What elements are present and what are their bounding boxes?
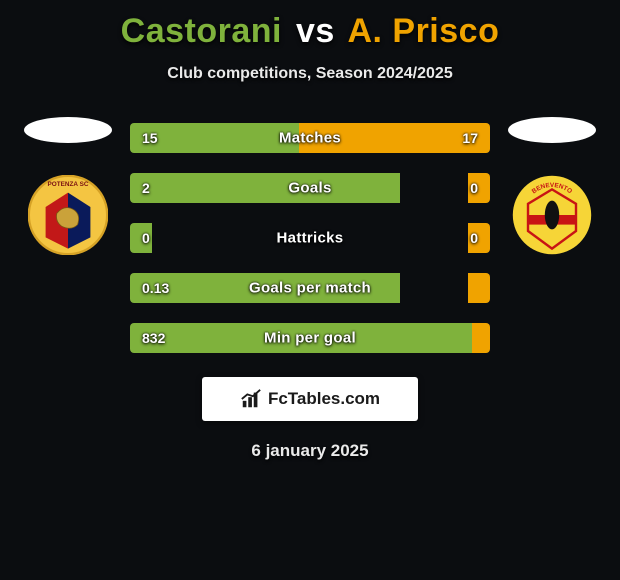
player2-column: BENEVENTO bbox=[502, 111, 602, 255]
main-row: POTENZA SC 15Matches172Goals00Hattricks0… bbox=[0, 111, 620, 353]
player2-name: A. Prisco bbox=[347, 12, 499, 50]
crest2-svg: BENEVENTO bbox=[512, 175, 592, 255]
date-label: 6 january 2025 bbox=[0, 441, 620, 461]
page-title: Castorani vs A. Prisco bbox=[0, 12, 620, 51]
vs-label: vs bbox=[296, 12, 335, 50]
stat-value-left: 2 bbox=[142, 180, 150, 196]
brand-text: FcTables.com bbox=[268, 389, 380, 409]
stat-value-right: 0 bbox=[470, 180, 478, 196]
crest1-svg: POTENZA SC bbox=[28, 175, 108, 255]
player1-club-crest: POTENZA SC bbox=[28, 175, 108, 255]
svg-text:POTENZA SC: POTENZA SC bbox=[48, 181, 89, 188]
stat-value-left: 0 bbox=[142, 230, 150, 246]
stat-name: Hattricks bbox=[277, 230, 344, 247]
crest2-figure-icon bbox=[545, 201, 559, 230]
stat-bars: 15 Matches 17 2 Goals 0 0 Hattricks 0 0.13 Goals p… bbox=[130, 123, 490, 353]
stat-row: 0.13 Goals per match bbox=[130, 273, 490, 303]
stat-name: Goals bbox=[288, 180, 331, 197]
stat-value-left: 832 bbox=[142, 330, 165, 346]
stat-value-right: 0 bbox=[470, 230, 478, 246]
stat-fill-left bbox=[130, 173, 400, 203]
stat-name: Min per goal bbox=[264, 330, 356, 347]
comparison-card: Castorani vs A. Prisco Club competitions… bbox=[0, 0, 620, 461]
stat-fill-right bbox=[468, 273, 490, 303]
player1-name: Castorani bbox=[121, 12, 282, 50]
crest1-lion-icon bbox=[56, 208, 78, 229]
stat-row: 832 Min per goal bbox=[130, 323, 490, 353]
stat-value-right: 17 bbox=[462, 130, 478, 146]
stat-row: 15 Matches 17 bbox=[130, 123, 490, 153]
player2-club-crest: BENEVENTO bbox=[512, 175, 592, 255]
stat-name: Goals per match bbox=[249, 280, 371, 297]
stat-fill-right bbox=[472, 323, 490, 353]
stat-row: 2 Goals 0 bbox=[130, 173, 490, 203]
player1-column: POTENZA SC bbox=[18, 111, 118, 255]
chart-icon bbox=[240, 388, 262, 410]
stat-row: 0 Hattricks 0 bbox=[130, 223, 490, 253]
stat-value-left: 0.13 bbox=[142, 280, 169, 296]
brand-badge: FcTables.com bbox=[202, 377, 418, 421]
subtitle: Club competitions, Season 2024/2025 bbox=[0, 65, 620, 83]
stat-name: Matches bbox=[279, 130, 341, 147]
stat-value-left: 15 bbox=[142, 130, 158, 146]
player1-silhouette bbox=[24, 117, 112, 143]
player2-silhouette bbox=[508, 117, 596, 143]
